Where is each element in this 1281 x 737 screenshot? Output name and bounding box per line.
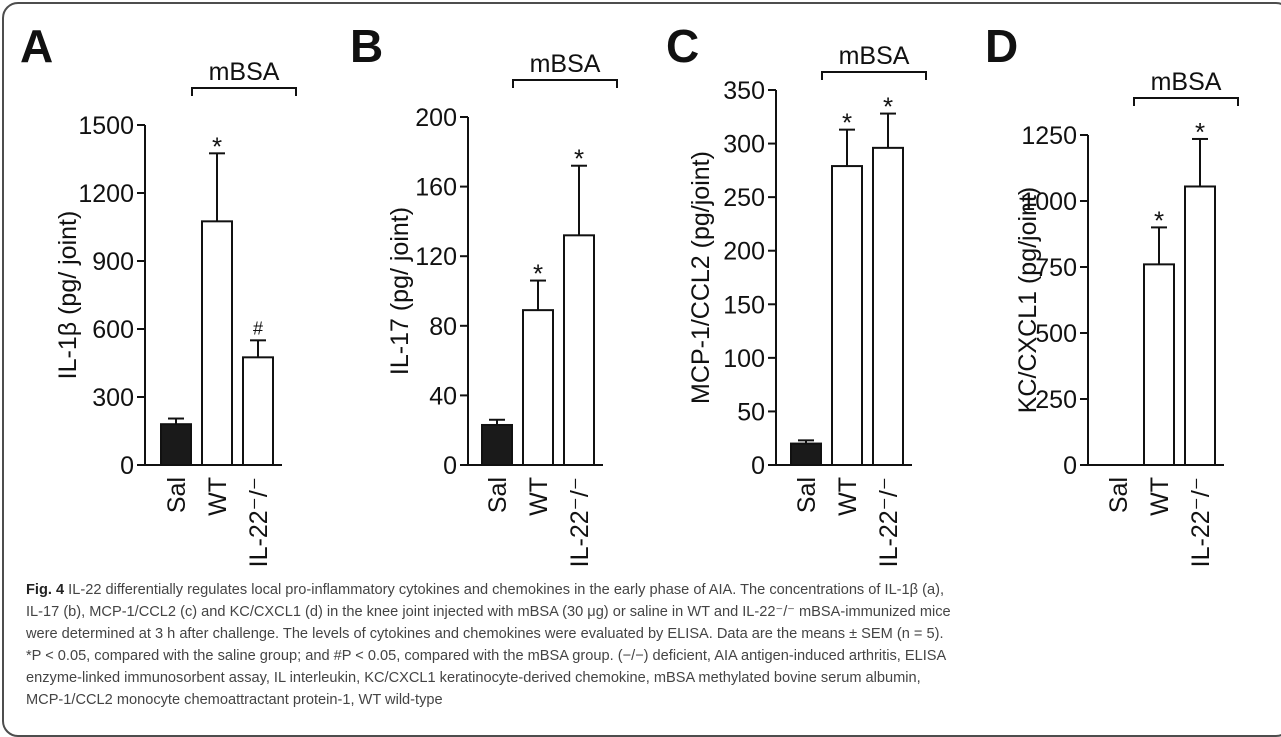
panel-b-y-label: IL-17 (pg/ joint) <box>386 207 414 375</box>
panel-c-y-tick-label: 300 <box>723 131 765 159</box>
panel-c-significance-2: * <box>883 92 893 122</box>
panel-b-category-label-1: WT <box>525 477 553 516</box>
panel-b-significance-2: * <box>574 144 584 174</box>
panel-b-category-label-0: Sal <box>484 477 512 513</box>
panel-a-y-tick-label: 0 <box>120 452 134 480</box>
panel-c-y-label: MCP-1/CCL2 (pg/joint) <box>687 151 715 404</box>
panel-d-bar-1 <box>1143 263 1175 466</box>
panel-a-letter: A <box>20 20 53 72</box>
caption-line-1: Fig. 4 IL-22 differentially regulates lo… <box>26 579 1266 601</box>
panel-a-bar-2 <box>242 356 274 467</box>
panel-b-significance-1: * <box>533 259 543 289</box>
panel-d-significance-1: * <box>1154 205 1164 235</box>
panel-a-y-tick-label: 1500 <box>78 112 134 140</box>
panel-b-y-tick-label: 200 <box>415 104 457 132</box>
panel-c-category-label-1: WT <box>834 477 862 516</box>
caption-lead: Fig. 4 <box>26 582 65 598</box>
panel-d-bar-2 <box>1184 185 1216 466</box>
panel-a-bar-1 <box>201 220 233 466</box>
panel-b-y-tick-label: 40 <box>429 382 457 410</box>
panel-c-bar-1 <box>831 165 863 466</box>
panel-b-y-tick-label: 120 <box>415 243 457 271</box>
caption-text-1: IL-22 differentially regulates local pro… <box>68 582 944 598</box>
panel-b-bar-0 <box>481 423 513 467</box>
panel-a-category-label-0: Sal <box>163 477 191 513</box>
panel-b-y-tick-label: 80 <box>429 313 457 341</box>
panel-a-y-tick-label: 1200 <box>78 180 134 208</box>
caption-line-4: *P < 0.05, compared with the saline grou… <box>26 648 947 664</box>
figure-caption: Fig. 4 IL-22 differentially regulates lo… <box>26 579 1266 711</box>
panel-c-mbsa-label: mBSA <box>839 42 910 70</box>
panel-a-mbsa-label: mBSA <box>209 58 280 86</box>
panel-c-bar-2 <box>872 146 904 466</box>
caption-line-2: IL-17 (b), MCP-1/CCL2 (c) and KC/CXCL1 (… <box>26 604 951 620</box>
panel-b-bar-2 <box>563 234 595 466</box>
panel-c-y-tick-label: 0 <box>751 452 765 480</box>
panel-c-y-tick-label: 50 <box>737 398 765 426</box>
panel-a-bar-0 <box>160 423 192 467</box>
caption-line-3: were determined at 3 h after challenge. … <box>26 626 944 642</box>
panel-c-category-label-0: Sal <box>793 477 821 513</box>
panel-c-mbsa-bracket <box>821 71 927 80</box>
panel-b-mbsa-label: mBSA <box>530 50 601 78</box>
panel-d-y-label: KC/CXCL1 (pg/joint) <box>1014 187 1042 413</box>
panel-a-category-label-2: IL-22⁻/⁻ <box>245 477 273 567</box>
panel-a-significance-1: * <box>212 131 222 161</box>
panel-d-category-label-1: WT <box>1146 477 1174 516</box>
panel-c-category-label-2: IL-22⁻/⁻ <box>875 477 903 567</box>
panel-b-y-tick-label: 0 <box>443 452 457 480</box>
panel-d-category-label-0: Sal <box>1105 477 1133 513</box>
panel-b-bar-1 <box>522 309 554 467</box>
panel-c-letter: C <box>666 20 699 72</box>
panel-b-y-tick-label: 160 <box>415 174 457 202</box>
panel-d-letter: D <box>985 20 1018 72</box>
panel-a-y-tick-label: 600 <box>92 316 134 344</box>
panel-b-letter: B <box>350 20 383 72</box>
panel-d-mbsa-bracket <box>1133 97 1239 106</box>
caption-line-6: MCP-1/CCL2 monocyte chemoattractant prot… <box>26 692 443 708</box>
panel-c-y-tick-label: 150 <box>723 291 765 319</box>
panel-d-y-tick-label: 500 <box>1035 320 1077 348</box>
panel-a-mbsa-bracket <box>191 87 297 96</box>
panel-c-y-tick-label: 200 <box>723 238 765 266</box>
panel-d-category-label-2: IL-22⁻/⁻ <box>1187 477 1215 567</box>
panel-d-y-tick-label: 0 <box>1063 452 1077 480</box>
panel-c-significance-1: * <box>842 108 852 138</box>
panel-a-category-label-1: WT <box>204 477 232 516</box>
panel-c-y-tick-label: 100 <box>723 345 765 373</box>
panel-a-y-label: IL-1β (pg/ joint) <box>54 211 82 380</box>
panel-d-significance-2: * <box>1195 117 1205 147</box>
panel-d-y-tick-label: 1000 <box>1021 188 1077 216</box>
caption-line-5: enzyme-linked immunosorbent assay, IL in… <box>26 670 921 686</box>
panel-a-y-tick-label: 300 <box>92 384 134 412</box>
panel-b-mbsa-bracket <box>512 79 618 88</box>
panel-a-significance-2: # <box>253 318 263 338</box>
panel-c-y-tick-label: 250 <box>723 184 765 212</box>
panel-d-y-tick-label: 750 <box>1035 254 1077 282</box>
panel-d-y-tick-label: 1250 <box>1021 122 1077 150</box>
panel-a-y-tick-label: 900 <box>92 248 134 276</box>
panel-c-y-tick-label: 350 <box>723 77 765 105</box>
panel-d-y-tick-label: 250 <box>1035 386 1077 414</box>
panel-b-category-label-2: IL-22⁻/⁻ <box>566 477 594 567</box>
panel-c-bar-0 <box>790 442 822 467</box>
panel-d-mbsa-label: mBSA <box>1151 68 1222 96</box>
